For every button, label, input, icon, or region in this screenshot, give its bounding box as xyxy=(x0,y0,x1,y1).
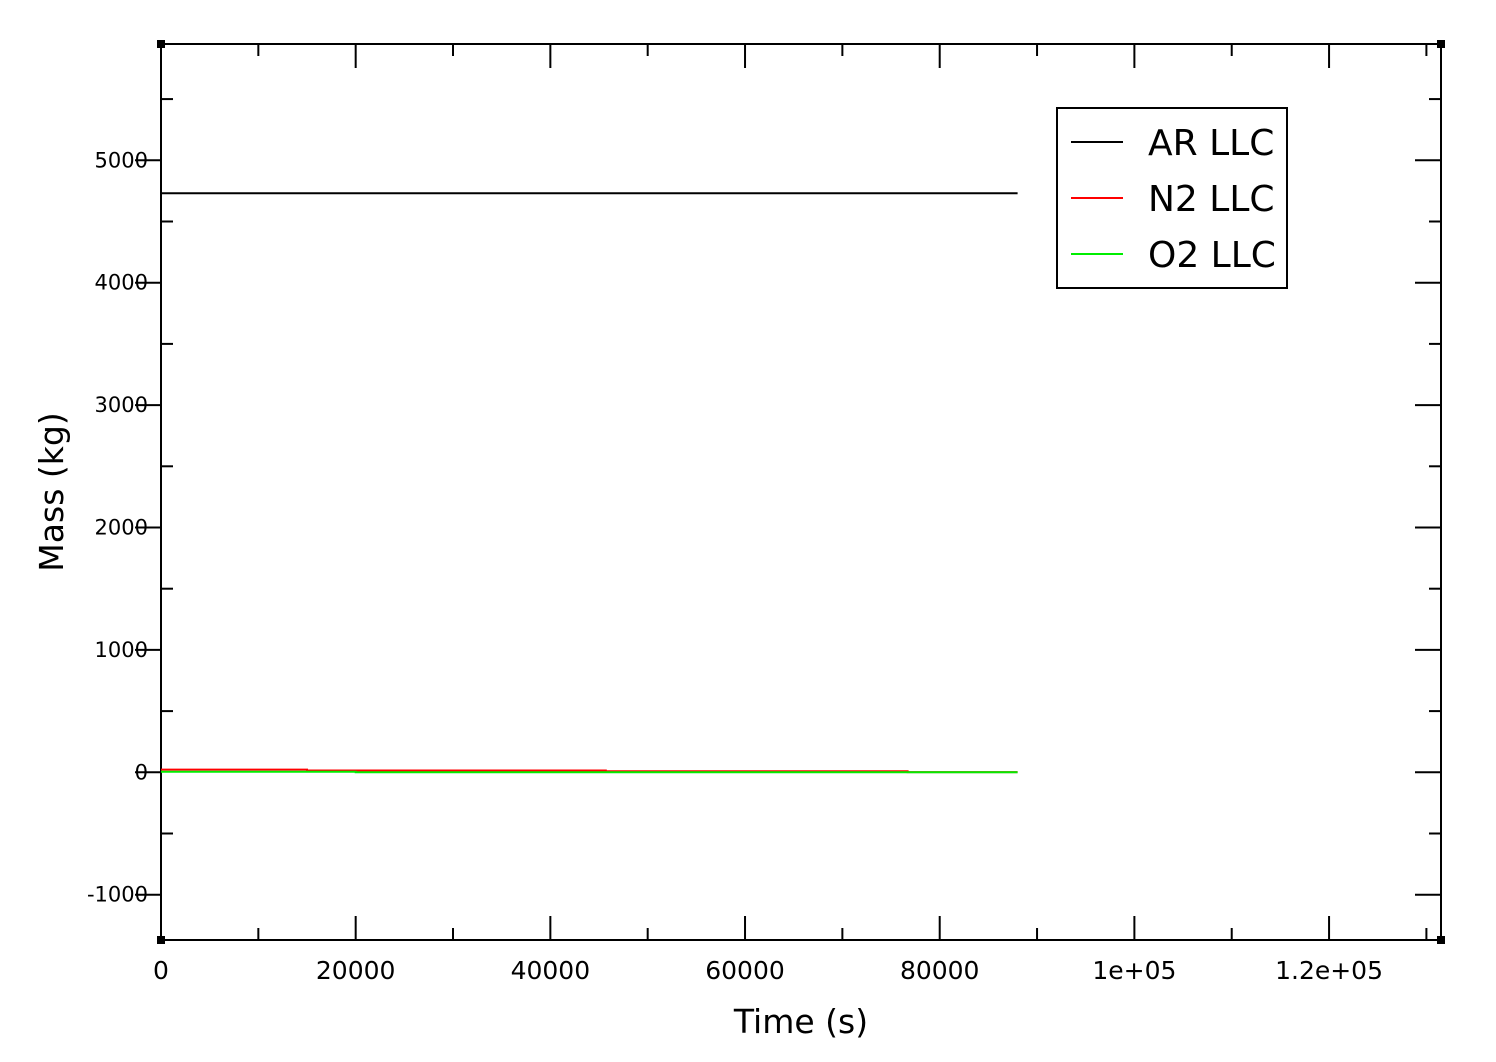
y-tick-label: 3000 xyxy=(95,393,148,417)
y-tick-label: 0 xyxy=(135,760,148,784)
frame-corner-marker xyxy=(1437,40,1445,48)
x-axis-title: Time (s) xyxy=(733,1002,868,1041)
y-tick-label: -1000 xyxy=(87,883,148,907)
frame-corner-marker xyxy=(1437,936,1445,944)
y-tick-label: 2000 xyxy=(95,515,148,539)
x-tick-label: 80000 xyxy=(900,956,980,985)
series-layer xyxy=(161,192,1018,774)
legend-label: O2 LLC xyxy=(1148,235,1276,276)
x-tick-label: 40000 xyxy=(511,956,591,985)
legend: AR LLC N2 LLC O2 LLC xyxy=(1056,107,1288,289)
legend-label: AR LLC xyxy=(1148,123,1274,164)
x-tick-label: 1e+05 xyxy=(1092,956,1176,985)
plot-frame xyxy=(160,43,1442,941)
y-axis-title: Mass (kg) xyxy=(32,412,71,571)
series-line-3 xyxy=(161,770,1018,774)
tick-labels: 0 20000 40000 60000 80000 1e+05 1.2e+05 -1000 0 1… xyxy=(87,148,1383,985)
tick-marks xyxy=(135,40,1445,944)
x-tick-label: 20000 xyxy=(316,956,396,985)
x-tick-label: 60000 xyxy=(705,956,785,985)
x-tick-label: 1.2e+05 xyxy=(1275,956,1383,985)
x-tick-label: 0 xyxy=(153,956,169,985)
y-tick-label: 5000 xyxy=(95,148,148,172)
y-tick-label: 4000 xyxy=(95,271,148,295)
legend-label: N2 LLC xyxy=(1148,179,1275,220)
y-tick-label: 1000 xyxy=(95,638,148,662)
